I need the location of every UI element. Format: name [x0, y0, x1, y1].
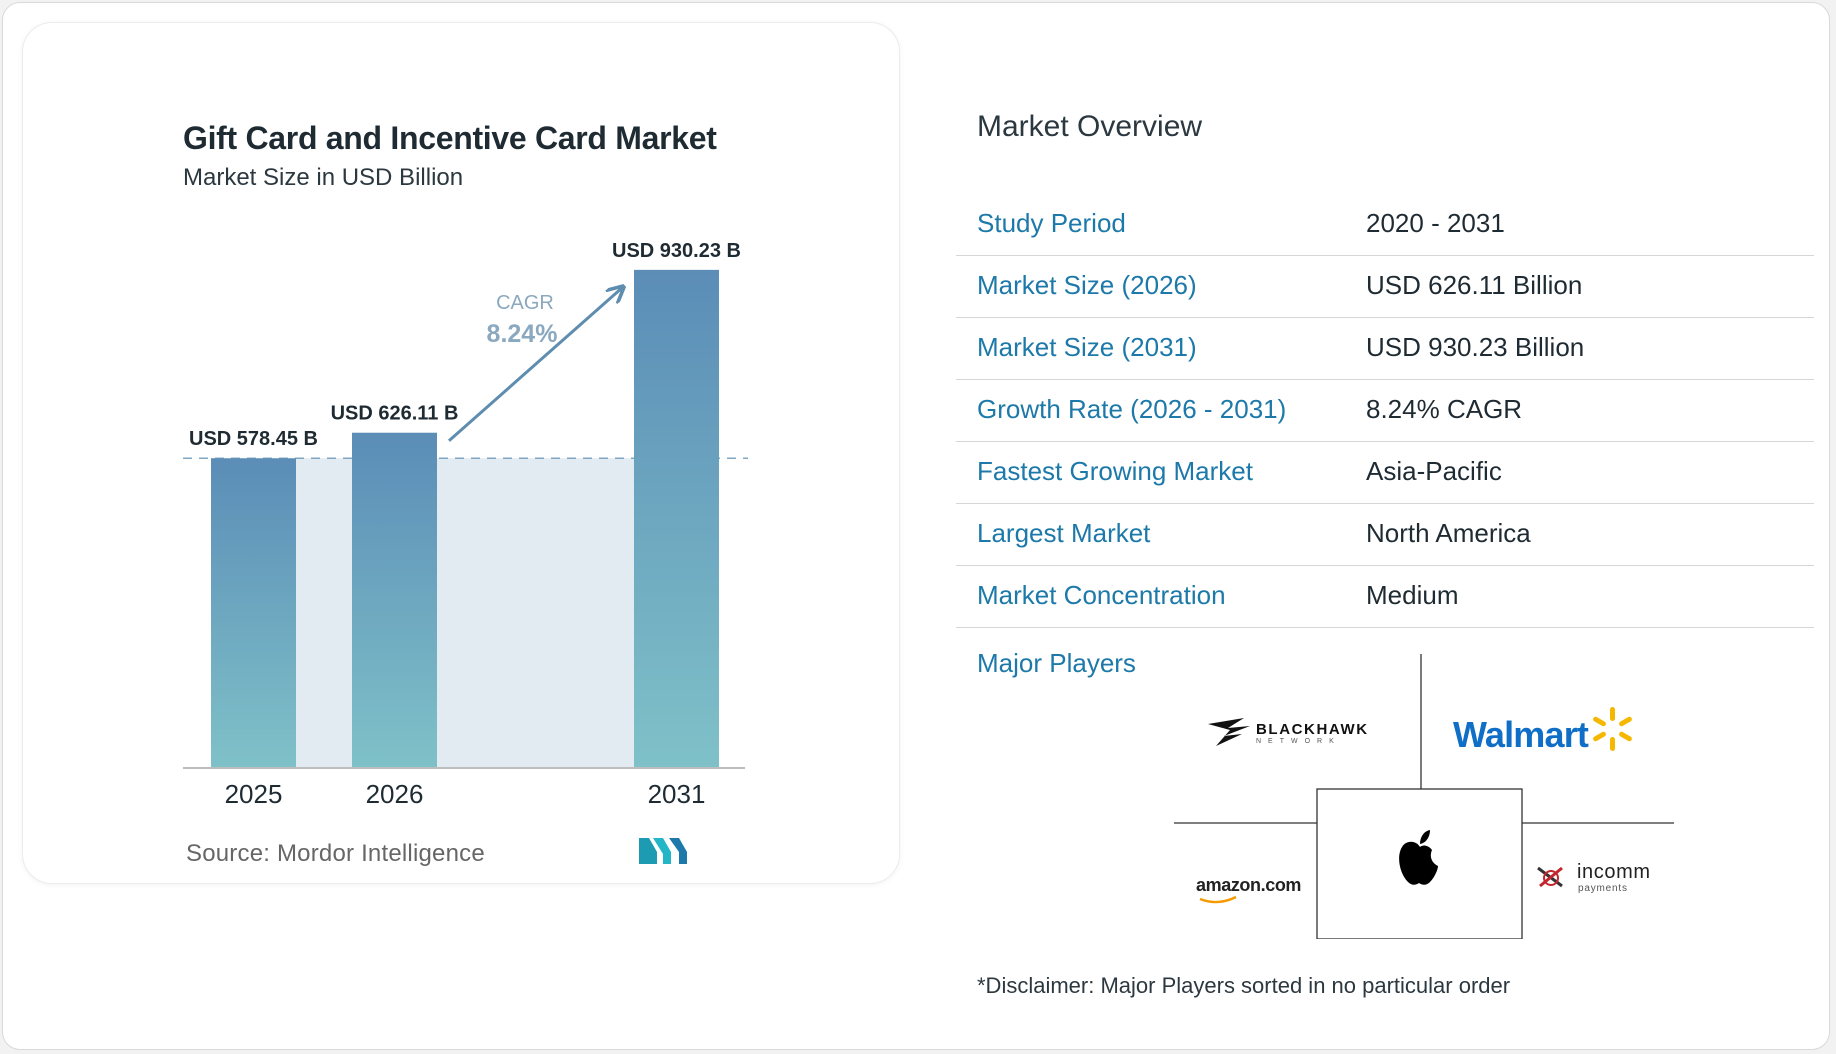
data-label-2025: USD 578.45 B	[189, 428, 318, 450]
row-value: North America	[1366, 518, 1531, 548]
row-label: Growth Rate (2026 - 2031)	[977, 394, 1287, 424]
row-value: Medium	[1366, 580, 1459, 610]
amazon-smile-icon	[1199, 895, 1237, 904]
overview-row-growth-rate: Growth Rate (2026 - 2031) 8.24% CAGR	[956, 380, 1814, 442]
bar-2031	[634, 269, 719, 768]
overview-row-market-size-2026: Market Size (2026) USD 626.11 Billion	[956, 256, 1814, 318]
chart-title: Gift Card and Incentive Card Market	[183, 120, 717, 156]
row-value: 2020 - 2031	[1366, 208, 1505, 238]
row-value: USD 626.11 Billion	[1366, 270, 1583, 300]
cagr-arrow	[448, 288, 622, 442]
row-value: 8.24% CAGR	[1366, 394, 1523, 424]
row-label: Market Size (2026)	[977, 270, 1197, 300]
row-label: Study Period	[977, 208, 1126, 238]
row-value: USD 930.23 Billion	[1366, 332, 1585, 362]
bar-2025	[211, 458, 296, 768]
chart-background-band	[296, 458, 634, 768]
row-label: Market Concentration	[977, 580, 1226, 610]
row-label: Largest Market	[977, 518, 1151, 548]
incomm-icon	[1537, 866, 1563, 888]
blackhawk-bird-icon	[1208, 718, 1250, 746]
apple-logo-icon	[1399, 830, 1438, 885]
overview-row-market-size-2031: Market Size (2031) USD 930.23 Billion	[956, 318, 1814, 380]
bar-2026	[352, 432, 437, 768]
amazon-logo: amazon.com	[1196, 875, 1302, 895]
data-label-2026: USD 626.11 B	[331, 403, 459, 425]
players-grid	[1174, 654, 1674, 939]
chart-subtitle: Market Size in USD Billion	[183, 164, 464, 191]
overview-row-concentration: Market Concentration Medium	[956, 566, 1814, 628]
overview-title: Market Overview	[977, 110, 1203, 143]
row-label: Fastest Growing Market	[977, 456, 1253, 486]
overview-row-study-period: Study Period 2020 - 2031	[956, 194, 1814, 256]
incomm-logo: incomm	[1577, 861, 1651, 883]
disclaimer: *Disclaimer: Major Players sorted in no …	[977, 973, 1511, 998]
overview-row-largest-market: Largest Market North America	[956, 504, 1814, 566]
x-tick-label-2025: 2025	[225, 779, 283, 809]
data-label-2031: USD 930.23 B	[612, 240, 741, 262]
walmart-spark-icon	[1593, 707, 1632, 751]
x-tick-label-2026: 2026	[366, 779, 424, 809]
blackhawk-logo: BLACKHAWK	[1256, 721, 1369, 738]
incomm-logo-sub: payments	[1578, 883, 1628, 894]
walmart-logo: Walmart	[1453, 714, 1589, 755]
major-players-label: Major Players	[977, 648, 1136, 678]
row-value: Asia-Pacific	[1366, 456, 1502, 486]
cagr-value: 8.24%	[487, 320, 558, 348]
cagr-label: CAGR	[496, 292, 554, 314]
row-label: Market Size (2031)	[977, 332, 1197, 362]
overview-table: Study Period 2020 - 2031 Market Size (20…	[956, 194, 1814, 628]
x-tick-label-2031: 2031	[648, 779, 706, 809]
bar-chart: USD 578.45 B 2025 USD 626.11 B 2026 USD 930.…	[183, 240, 748, 809]
overview-row-fastest-growing: Fastest Growing Market Asia-Pacific	[956, 442, 1814, 504]
blackhawk-logo-sub: NETWORK	[1256, 738, 1341, 745]
mordor-logo-icon	[639, 838, 687, 864]
chart-source: Source: Mordor Intelligence	[186, 840, 485, 867]
